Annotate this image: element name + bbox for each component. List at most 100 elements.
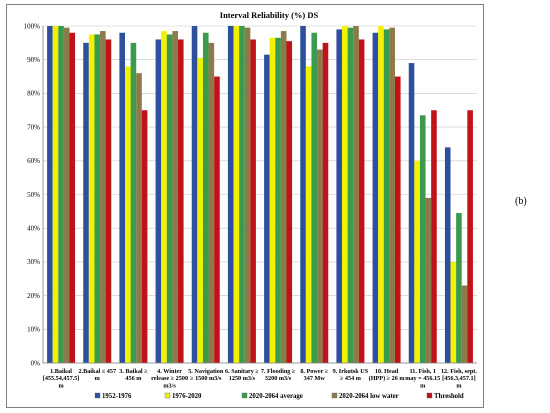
bar [130,42,137,363]
x-tick-label: 12. Fish, sept. [456.3,457.1] m [441,368,477,389]
bar [250,39,256,363]
bar [166,34,173,364]
x-tick-label: 2.Baikal ≤ 457 m [78,368,116,382]
bar [177,39,184,363]
legend-swatch [241,392,248,399]
y-tick-label: 10% [27,326,40,334]
bar [378,26,384,363]
x-tick-labels: 1.Baikal [455.54,457.5] m2.Baikal ≤ 457 m3.… [43,368,478,389]
bar [311,32,318,364]
bar [69,32,76,364]
chart-frame: Interval Reliability (%) DS 0% 10% 20% 30% 4… [6,4,484,408]
legend-label: 2020-2064 average [249,393,303,400]
bar [191,26,198,363]
panel-label: (b) [515,196,527,207]
legend-swatch [426,392,433,399]
bar [88,34,95,364]
bar [317,49,323,364]
bar [125,66,131,363]
y-tick-label: 90% [27,56,40,64]
legend-swatch [164,392,171,399]
bar [322,42,329,363]
bar [214,76,220,364]
bar [105,39,112,363]
bar [431,110,437,363]
y-tick-label: 40% [27,225,40,233]
bar [305,66,312,363]
legend-swatch [94,392,101,399]
bar [83,42,89,363]
bar [383,29,390,364]
bar [172,31,178,364]
bar [419,115,426,364]
bar [347,27,354,364]
y-tick-label: 70% [27,123,40,131]
bar [119,32,126,364]
bar [300,26,306,363]
bar [141,110,148,363]
legend-label: 1952-1976 [102,393,132,400]
bar [244,27,251,364]
x-tick-label: 9. Irkutsk US ≥ 454 m [333,368,369,382]
gridlines [43,25,477,364]
bar [286,41,293,363]
x-tick-label: 10. Head (HPP) ≥ 26 m [369,368,406,382]
x-tick-label: 6. Sanitary ≥1250 m3/s [225,368,259,382]
bar [353,26,359,363]
x-tick-label: 5. Navigation ≥ 1500 m3/s [188,368,224,382]
x-tick-label: 7. Flooding ≥3200 m3/s [261,368,296,382]
legend-swatch [331,392,338,399]
bar [342,26,348,363]
bar [202,32,209,364]
bar [444,147,451,363]
legend-label: Threshold [434,393,464,400]
y-tick-label: 60% [27,157,40,165]
y-tick-label: 30% [27,258,40,266]
bar [197,58,203,363]
legend: 1952-1976 1976-2020 2020-2064 average 2020-… [94,392,464,400]
bar [269,37,276,364]
bar [58,26,64,363]
y-tick-label: 80% [27,90,40,98]
y-tick-label: 100% [24,22,41,30]
x-tick-label: 11. Fish, 1 may = 456.15 m [405,368,440,389]
bar [63,27,70,364]
legend-label: 2020-2064 low water [339,393,399,400]
legend-label: 1976-2020 [172,393,202,400]
bar [467,110,473,363]
bar [239,26,245,363]
bar [389,27,395,364]
x-tick-label: 3. Baikal ≥456 m [119,368,148,382]
chart-title: Interval Reliability (%) DS [220,10,319,20]
x-tick-label: 1.Baikal [455.54,457.5] m [43,368,80,389]
bar [450,261,457,363]
bar-chart: Interval Reliability (%) DS 0% 10% 20% 30% 4… [24,10,478,400]
bar [136,73,142,364]
x-tick-label: 4. Winter release ≥ 2500 m3/s [151,368,188,389]
bar [372,32,379,364]
bar [394,76,401,364]
bar [408,63,415,363]
axes [42,26,477,364]
x-tick-label: 8. Power ≥347 Mw [300,368,328,382]
bar [100,31,106,364]
y-tick-label: 50% [27,191,40,199]
bar [208,42,215,363]
bar [414,160,420,363]
bar [94,34,101,364]
bar [358,39,365,363]
bar [52,26,59,363]
bar [161,31,167,364]
y-tick-label: 20% [27,292,40,300]
bar [461,285,468,363]
bar [425,197,432,363]
bar [47,26,53,363]
bar [233,26,240,363]
bar [456,213,462,363]
bar [275,37,281,364]
y-tick-labels: 0% 10% 20% 30% 40% 50% 60% 70% 80% 90% 100% [24,22,41,367]
bars [47,26,473,364]
bar [155,39,162,363]
bar [264,54,270,364]
bar [280,31,287,364]
